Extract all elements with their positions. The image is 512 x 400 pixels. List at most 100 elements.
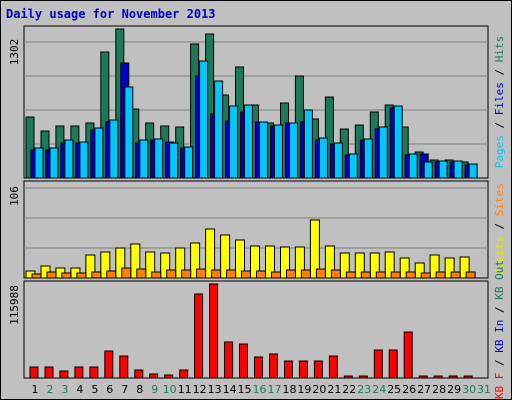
bar-pages-day-24 — [378, 126, 388, 179]
bar-sites-day-27 — [420, 272, 431, 279]
bar-sites-day-18 — [286, 269, 296, 279]
bar-sites-day-16 — [256, 270, 266, 279]
bar-pages-day-26 — [408, 153, 418, 179]
bar-sites-day-5 — [91, 271, 102, 279]
bar-visits-day-22 — [339, 252, 350, 279]
bar-visits-day-7 — [115, 247, 126, 279]
bar-visits-day-28 — [429, 254, 440, 279]
legend-segment-bottom-4: KB Out — [493, 260, 506, 300]
day-label-31: 31 — [477, 383, 491, 396]
bar-sites-day-28 — [435, 271, 446, 279]
bar-sites-day-8 — [136, 268, 147, 279]
bar-visits-day-5 — [85, 254, 96, 279]
legend-segment-bottom-2: KB In — [493, 320, 506, 353]
bar-kb-f-day-23 — [358, 375, 368, 379]
day-label-11: 11 — [178, 383, 192, 396]
bar-kb-f-day-7 — [119, 355, 129, 379]
bar-kb-f-day-1 — [29, 366, 39, 379]
max-label-middle: 106 — [8, 186, 21, 206]
bar-kb-f-day-22 — [343, 375, 353, 379]
bar-kb-f-day-14 — [224, 341, 234, 379]
day-label-6: 6 — [106, 383, 113, 396]
bar-visits-day-26 — [399, 257, 410, 279]
day-label-29: 29 — [447, 383, 461, 396]
day-label-1: 1 — [32, 383, 39, 396]
bar-sites-day-22 — [345, 271, 356, 279]
bar-hits-day-1 — [25, 116, 35, 179]
bar-pages-day-17 — [274, 124, 283, 179]
bar-pages-day-11 — [184, 146, 194, 179]
bar-kb-f-day-20 — [313, 360, 323, 379]
bar-visits-day-24 — [369, 252, 380, 279]
bar-pages-day-18 — [289, 122, 298, 179]
bar-pages-day-3 — [64, 139, 74, 179]
bar-sites-day-2 — [46, 271, 57, 279]
bar-kb-f-day-3 — [59, 370, 69, 379]
day-label-9: 9 — [151, 383, 158, 396]
bar-sites-day-6 — [106, 270, 117, 279]
bar-visits-day-17 — [265, 245, 275, 279]
day-label-12: 12 — [193, 383, 207, 396]
bar-kb-f-day-25 — [388, 349, 398, 379]
bar-pages-day-25 — [393, 105, 403, 179]
bar-sites-day-23 — [360, 271, 371, 279]
bar-sites-day-3 — [61, 272, 72, 279]
legend-label-middle: Visits / Sites — [493, 183, 506, 276]
legend-segment-middle-2: Sites — [493, 183, 506, 216]
day-label-3: 3 — [61, 383, 68, 396]
bar-pages-day-30 — [468, 163, 478, 179]
bar-pages-day-2 — [49, 147, 59, 179]
bar-visits-day-29 — [444, 257, 455, 279]
bar-sites-day-7 — [121, 267, 132, 279]
bar-kb-f-day-19 — [298, 360, 308, 379]
bar-pages-day-23 — [363, 138, 373, 179]
bar-sites-day-13 — [211, 269, 222, 279]
bar-sites-day-4 — [76, 272, 87, 279]
bar-visits-day-12 — [190, 242, 201, 279]
bar-visits-day-15 — [235, 239, 245, 279]
bar-sites-day-11 — [181, 269, 192, 279]
bar-kb-f-day-16 — [254, 356, 263, 379]
bar-visits-day-10 — [160, 252, 171, 279]
bar-sites-day-17 — [271, 271, 281, 279]
bar-pages-day-6 — [109, 119, 119, 179]
bar-kb-f-day-17 — [269, 353, 278, 379]
bar-pages-day-4 — [79, 141, 89, 179]
bar-visits-day-14 — [220, 234, 231, 279]
bar-pages-day-27 — [423, 161, 433, 179]
bar-sites-day-29 — [450, 271, 461, 279]
day-label-2: 2 — [47, 383, 54, 396]
day-label-20: 20 — [312, 383, 326, 396]
legend-segment-top-3: / — [493, 62, 506, 82]
legend-segment-top-2: Files — [493, 82, 506, 115]
bar-kb-f-day-12 — [194, 293, 204, 379]
legend-segment-middle-1: / — [493, 216, 506, 236]
bar-pages-day-1 — [34, 147, 44, 179]
bar-kb-f-day-8 — [134, 369, 144, 379]
day-label-13: 13 — [208, 383, 222, 396]
day-label-28: 28 — [432, 383, 446, 396]
day-label-27: 27 — [417, 383, 431, 396]
bar-visits-day-27 — [414, 262, 425, 279]
day-label-16: 16 — [253, 383, 267, 396]
legend-segment-middle-0: Visits — [493, 236, 506, 276]
bar-hits-day-6 — [100, 51, 110, 179]
bar-pages-day-20 — [318, 137, 328, 179]
bar-pages-day-8 — [139, 139, 149, 179]
bar-pages-day-21 — [333, 142, 343, 179]
bar-kb-f-day-5 — [89, 366, 99, 379]
bar-pages-day-16 — [259, 121, 268, 179]
legend-segment-top-0: Pages — [493, 135, 506, 168]
bar-pages-day-9 — [154, 138, 164, 179]
day-label-26: 26 — [402, 383, 416, 396]
bar-kb-f-day-18 — [284, 360, 293, 379]
bar-sites-day-30 — [465, 271, 476, 279]
bar-kb-f-day-21 — [328, 355, 338, 379]
bar-kb-f-day-13 — [209, 283, 219, 379]
bar-kb-f-day-15 — [239, 343, 248, 379]
day-label-5: 5 — [91, 383, 98, 396]
bar-visits-day-13 — [205, 228, 216, 279]
bar-kb-f-day-6 — [104, 350, 114, 379]
legend-segment-top-4: Hits — [493, 36, 506, 63]
bar-sites-day-19 — [300, 269, 311, 279]
